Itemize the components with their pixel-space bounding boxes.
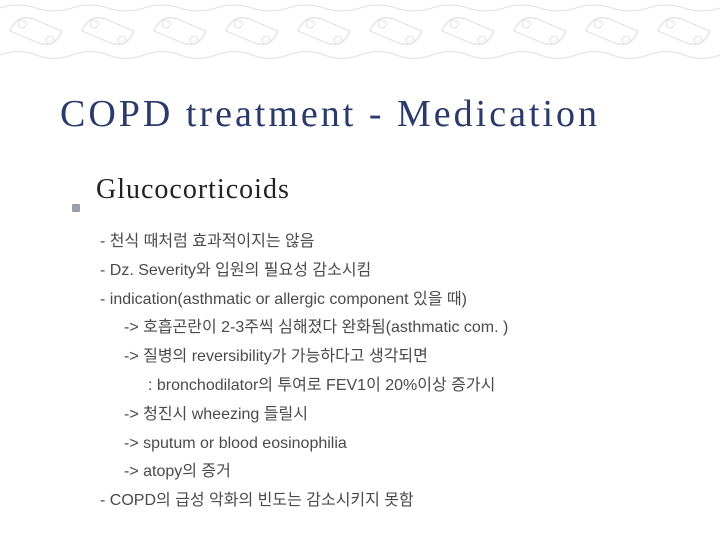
bullet-icon: [72, 204, 80, 212]
section-heading: Glucocorticoids: [96, 174, 290, 206]
body-line: -> 청진시 wheezing 들릴시: [100, 401, 680, 430]
body-line: -> 호흡곤란이 2-3주씩 심해졌다 완화됨(asthmatic com. ): [100, 314, 680, 343]
body-text-block: - 천식 때처럼 효과적이지는 않음- Dz. Severity와 입원의 필요…: [0, 228, 720, 516]
body-line: -> 질병의 reversibility가 가능하다고 생각되면: [100, 343, 680, 372]
section-row: Glucocorticoids: [0, 174, 720, 206]
body-line: - COPD의 급성 악화의 빈도는 감소시키지 못함: [100, 487, 680, 516]
body-line: - 천식 때처럼 효과적이지는 않음: [100, 228, 680, 257]
body-line: - indication(asthmatic or allergic compo…: [100, 286, 680, 315]
body-line: : bronchodilator의 투여로 FEV1이 20%이상 증가시: [100, 372, 680, 401]
body-line: - Dz. Severity와 입원의 필요성 감소시킴: [100, 257, 680, 286]
slide-container: COPD treatment - Medication Glucocortico…: [0, 0, 720, 540]
body-line: -> sputum or blood eosinophilia: [100, 430, 680, 459]
slide-title: COPD treatment - Medication: [0, 92, 720, 136]
body-line: -> atopy의 증거: [100, 458, 680, 487]
